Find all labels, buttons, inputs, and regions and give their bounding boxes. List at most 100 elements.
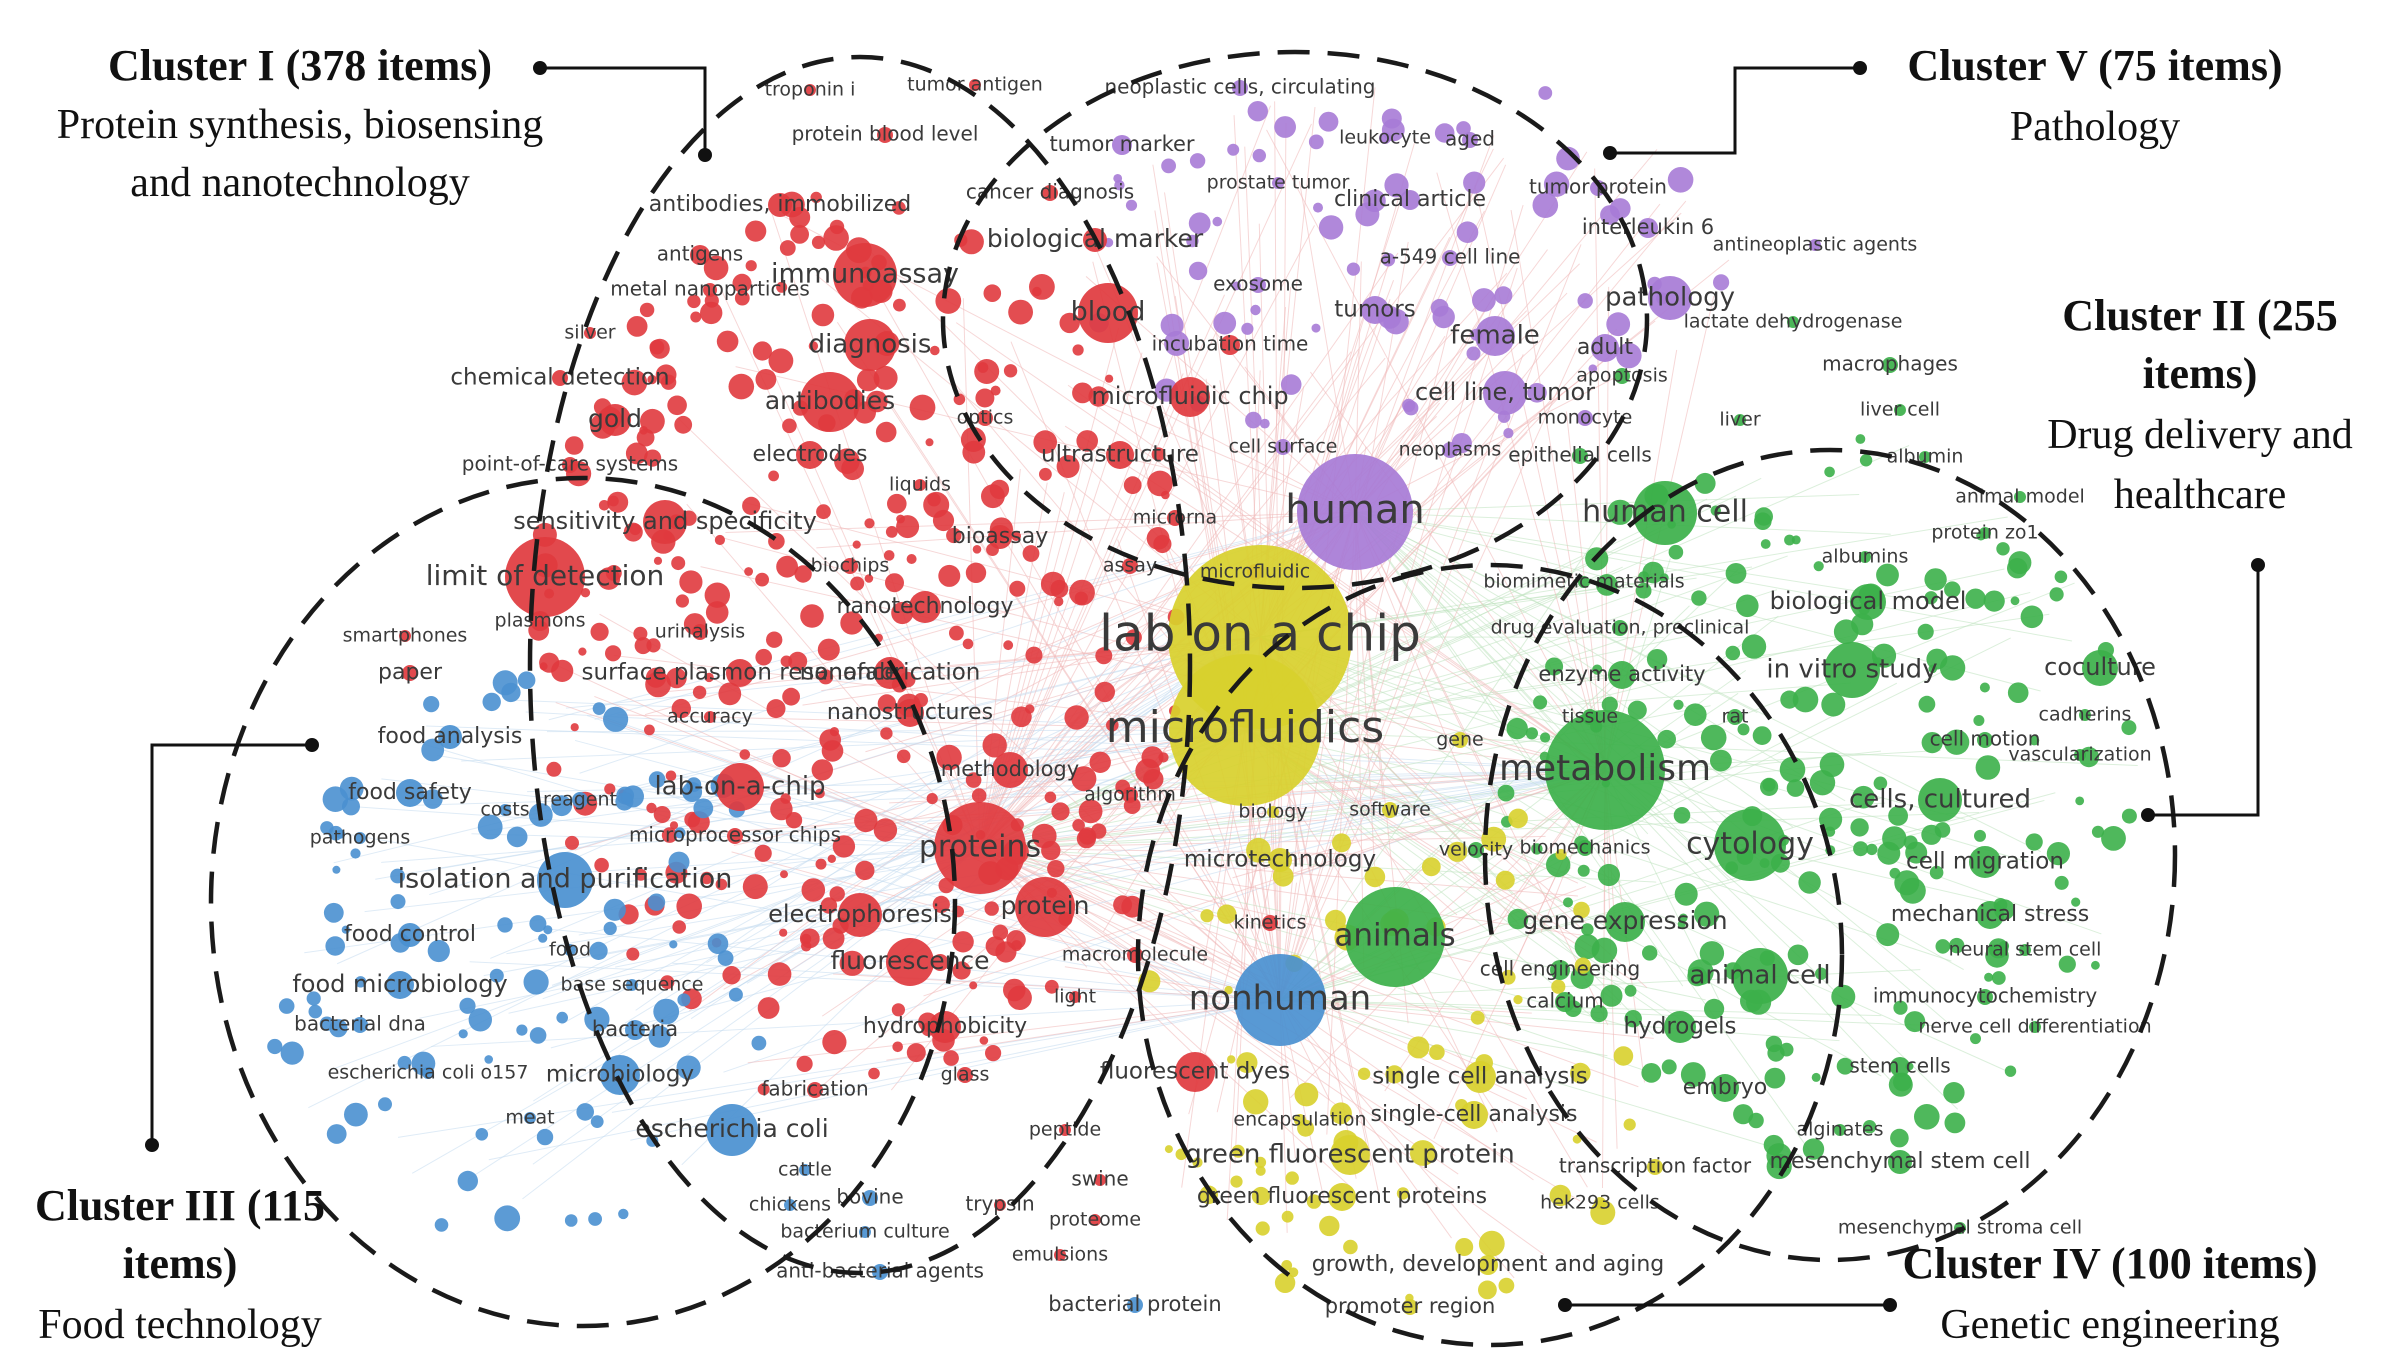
network-node: [1227, 143, 1240, 156]
keyword-node: [706, 1104, 758, 1156]
network-node: [676, 1055, 701, 1080]
network-node: [891, 601, 914, 625]
network-node: [1600, 984, 1623, 1007]
keyword-label: electrophoresis: [768, 900, 952, 928]
network-node: [1410, 1140, 1436, 1166]
network-node: [866, 390, 888, 413]
network-node: [1694, 901, 1720, 927]
network-link: [1354, 511, 2073, 642]
keyword-node: [727, 828, 743, 844]
network-node: [1455, 1238, 1474, 1256]
keyword-node: [626, 979, 638, 991]
network-node: [1384, 173, 1409, 198]
network-node: [1737, 723, 1750, 736]
network-node: [1616, 342, 1642, 369]
network-node: [832, 835, 856, 858]
network-node: [1497, 784, 1515, 802]
network-node: [766, 699, 786, 719]
keyword-label: biological model: [1770, 587, 1967, 615]
network-node: [605, 645, 622, 662]
network-node: [1965, 588, 1986, 609]
keyword-label: liquids: [889, 474, 951, 496]
network-node: [2091, 825, 2105, 838]
network-link: [979, 445, 1910, 849]
network-node: [1147, 470, 1173, 497]
keyword-label: food control: [344, 922, 476, 947]
keyword-node: [1664, 1011, 1696, 1043]
keyword-node: [1220, 335, 1240, 355]
network-node: [1533, 695, 1548, 710]
network-node: [1935, 939, 1951, 954]
network-link: [1604, 286, 1610, 771]
network-node: [864, 574, 874, 583]
keyword-node: [1015, 877, 1075, 937]
network-link: [944, 511, 1356, 703]
keyword-label: human: [1285, 487, 1425, 533]
network-node: [932, 895, 950, 914]
keyword-node: [833, 243, 897, 307]
network-link: [1354, 511, 1609, 1026]
keyword-node: [768, 193, 792, 217]
network-node: [1657, 729, 1676, 749]
network-node: [755, 572, 769, 587]
network-node: [1725, 645, 1741, 661]
network-node: [1677, 920, 1686, 929]
keyword-node: [386, 971, 414, 999]
network-node: [1064, 705, 1089, 730]
keyword-label: epithelial cells: [1508, 443, 1652, 467]
network-node: [943, 1050, 959, 1066]
network-link: [488, 999, 1281, 1161]
keyword-labels: troponin i tumor antigen protein blood lev…: [292, 74, 2156, 1319]
keyword-node: [703, 283, 717, 297]
network-node: [810, 191, 822, 204]
network-node: [1551, 979, 1566, 994]
network-node: [434, 1218, 449, 1232]
network-node: [644, 724, 655, 736]
network-node: [794, 565, 812, 583]
network-node: [815, 858, 827, 870]
network-link: [467, 847, 981, 1180]
network-node: [772, 749, 791, 768]
network-node: [1914, 1104, 1940, 1130]
network-link: [654, 790, 1281, 1001]
keyword-label: green fluorescent protein: [1185, 1140, 1514, 1170]
keyword-node: [1478, 1255, 1498, 1275]
network-link: [1279, 347, 1578, 1001]
keyword-node: [1442, 442, 1458, 458]
network-node: [592, 702, 606, 715]
keyword-node: [1550, 960, 1570, 980]
network-node: [930, 345, 940, 356]
keyword-label: gold: [588, 404, 642, 433]
keyword-label: bioassay: [952, 524, 1048, 549]
network-node: [1456, 221, 1479, 243]
keyword-node: [1787, 316, 1799, 328]
keyword-label: microfluidics: [1106, 702, 1384, 753]
network-node: [816, 504, 831, 520]
keyword-label: leukocyte: [1339, 127, 1431, 149]
keyword-label: incubation time: [1152, 332, 1309, 356]
network-node: [647, 893, 666, 911]
network-node: [692, 685, 707, 699]
network-link: [1259, 516, 2008, 638]
keyword-node: [1262, 915, 1278, 931]
keyword-node: [1462, 132, 1478, 148]
keyword-label: chickens: [749, 1194, 831, 1216]
network-node: [834, 448, 860, 475]
network-node: [649, 338, 670, 359]
network-node: [2121, 808, 2137, 824]
network-node: [1876, 923, 1900, 947]
network-node: [2007, 682, 2029, 703]
keyword-node: [1608, 661, 1636, 689]
network-node: [1407, 1036, 1430, 1059]
network-node: [1259, 418, 1270, 429]
network-node: [755, 369, 777, 390]
keyword-label: gene: [1436, 729, 1483, 751]
keyword-node: [1452, 732, 1468, 748]
network-node: [1973, 715, 1985, 726]
network-node: [588, 1212, 602, 1226]
keyword-node: [1294, 1114, 1306, 1126]
leader-dot: [533, 61, 547, 75]
keyword-node: [1809, 239, 1821, 251]
network-node: [653, 556, 663, 565]
keyword-label: green fluorescent proteins: [1197, 1184, 1487, 1209]
